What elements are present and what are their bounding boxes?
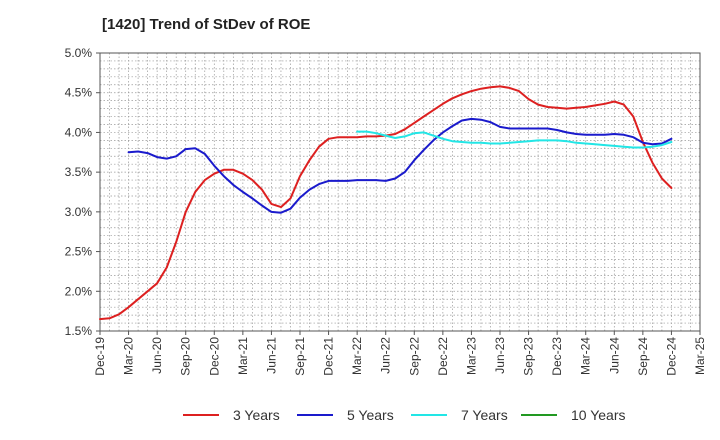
plot-area-frame bbox=[99, 52, 701, 332]
x-tick-label: Jun-21 bbox=[264, 337, 278, 374]
x-tick-label: Mar-20 bbox=[122, 337, 136, 375]
x-tick-label: Jun-20 bbox=[150, 337, 164, 374]
x-tick-label: Mar-22 bbox=[350, 337, 364, 375]
legend-item-3-years[interactable]: 3 Years bbox=[183, 404, 280, 426]
legend-label-5-years: 5 Years bbox=[347, 407, 394, 423]
y-tick-label: 4.5% bbox=[65, 86, 93, 100]
x-tick-label: Dec-23 bbox=[550, 337, 564, 376]
series-line-7-years bbox=[356, 130, 673, 149]
series-line-5-years bbox=[127, 117, 673, 214]
x-tick-label: Sep-24 bbox=[636, 337, 650, 376]
y-tick-label: 3.0% bbox=[65, 205, 93, 219]
x-tick-label: Dec-21 bbox=[322, 337, 336, 376]
x-tick-label: Dec-19 bbox=[93, 337, 107, 376]
legend-label-3-years: 3 Years bbox=[233, 407, 280, 423]
y-tick-label: 3.5% bbox=[65, 165, 93, 179]
legend-swatch-3-years bbox=[183, 414, 219, 416]
x-tick-label: Jun-23 bbox=[493, 337, 507, 374]
y-tick-label: 4.0% bbox=[65, 125, 93, 139]
x-tick-label: Dec-22 bbox=[436, 337, 450, 376]
x-tick-label: Sep-21 bbox=[293, 337, 307, 376]
x-tick-label: Mar-24 bbox=[579, 337, 593, 375]
y-tick-label: 2.5% bbox=[65, 245, 93, 259]
legend-label-7-years: 7 Years bbox=[461, 407, 508, 423]
legend-item-5-years[interactable]: 5 Years bbox=[297, 404, 394, 426]
x-tick-label: Mar-21 bbox=[236, 337, 250, 375]
x-tick-label: Dec-24 bbox=[664, 337, 678, 376]
x-tick-label: Sep-20 bbox=[179, 337, 193, 376]
x-tick-label: Jun-22 bbox=[379, 337, 393, 374]
x-tick-label: Dec-20 bbox=[207, 337, 221, 376]
x-tick-label: Mar-25 bbox=[693, 337, 707, 375]
legend-item-10-years[interactable]: 10 Years bbox=[521, 404, 626, 426]
y-tick-label: 5.0% bbox=[65, 46, 93, 60]
x-tick-label: Mar-23 bbox=[464, 337, 478, 375]
legend-swatch-10-years bbox=[521, 414, 557, 416]
x-tick-label: Sep-23 bbox=[522, 337, 536, 376]
chart-title: [1420] Trend of StDev of ROE bbox=[102, 16, 311, 33]
y-tick-label: 2.0% bbox=[65, 284, 93, 298]
legend-item-7-years[interactable]: 7 Years bbox=[411, 404, 508, 426]
legend-swatch-7-years bbox=[411, 414, 447, 416]
legend-label-10-years: 10 Years bbox=[571, 407, 626, 423]
chart-legend: 3 Years 5 Years 7 Years 10 Years bbox=[0, 404, 720, 426]
x-tick-label: Sep-22 bbox=[407, 337, 421, 376]
legend-swatch-5-years bbox=[297, 414, 333, 416]
x-tick-label: Jun-24 bbox=[607, 337, 621, 374]
y-tick-label: 1.5% bbox=[65, 324, 93, 338]
